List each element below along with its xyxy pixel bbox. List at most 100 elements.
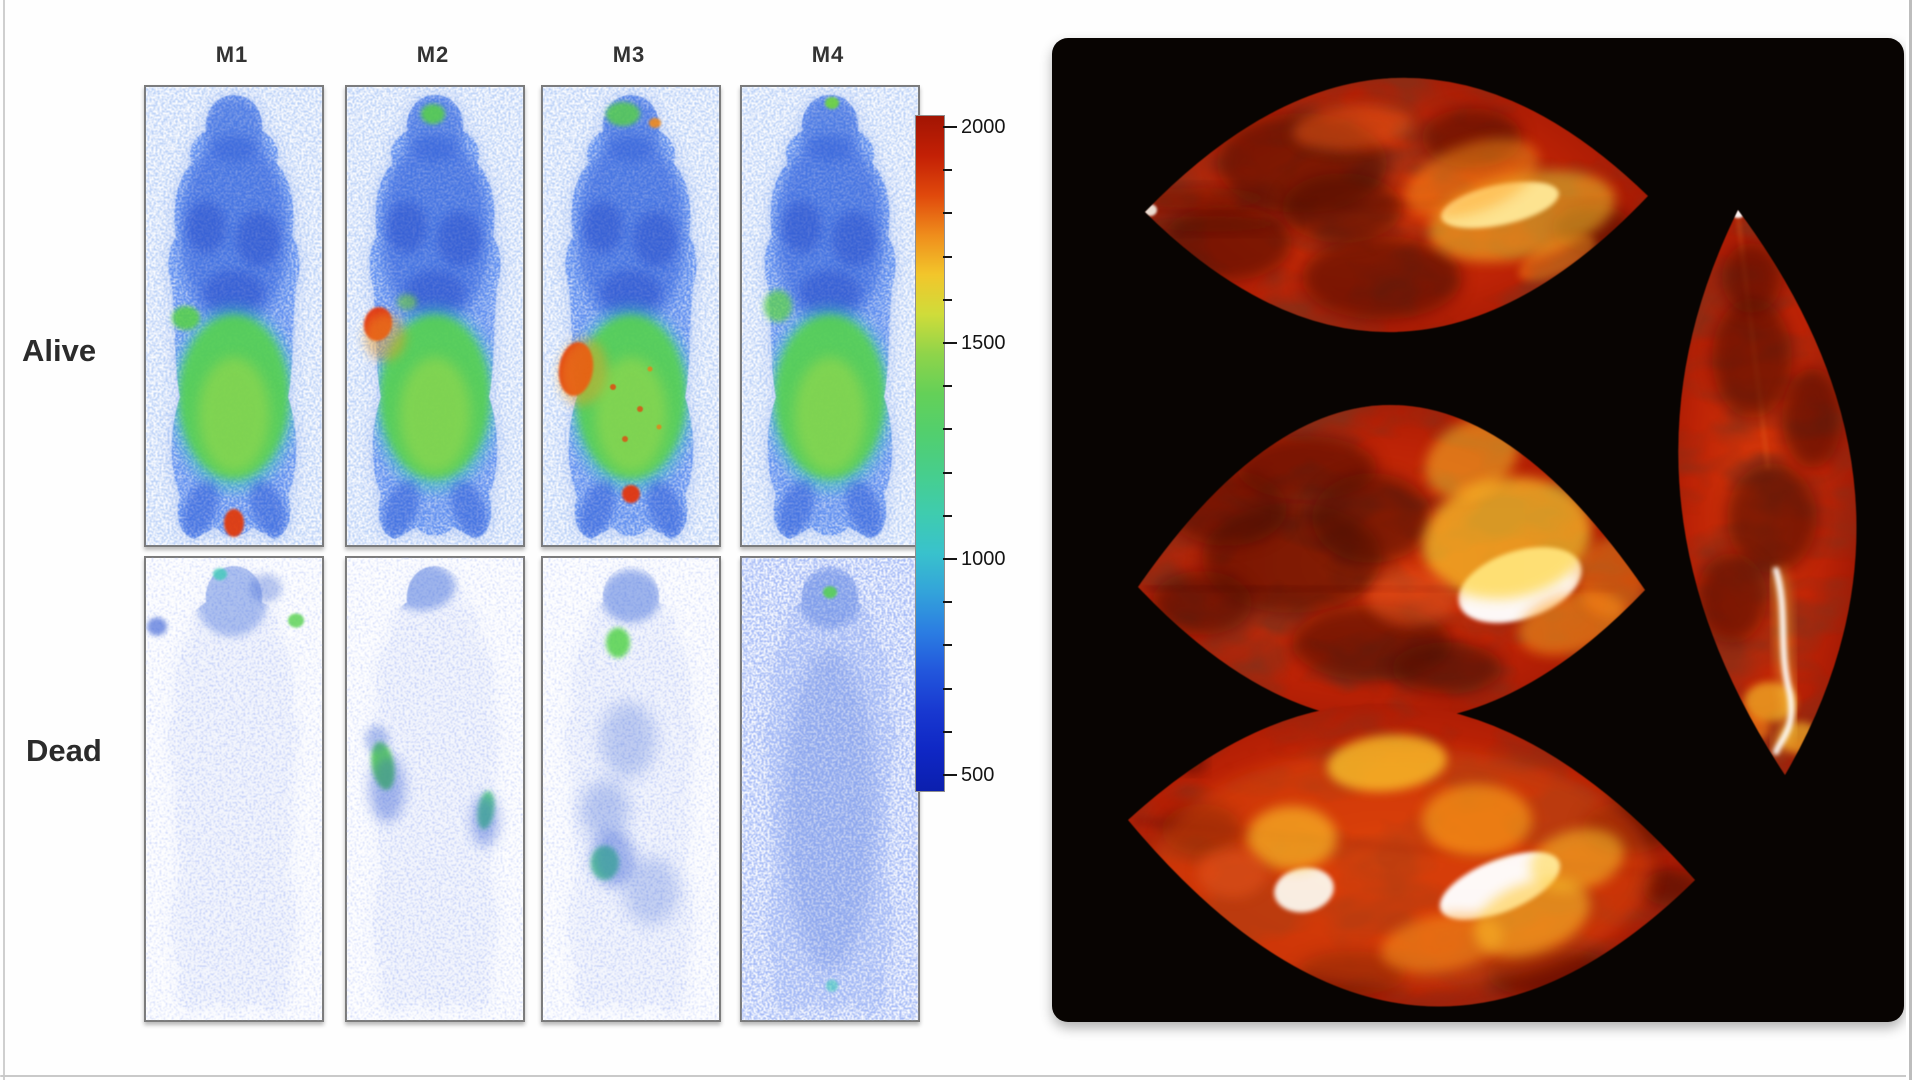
- signal-hotspot: [601, 570, 661, 623]
- signal-hotspot: [196, 566, 268, 637]
- signal-hotspot: [181, 480, 219, 538]
- thermal-hotspot: [1274, 867, 1334, 913]
- thermal-hotspot: [1145, 204, 1157, 216]
- mouse-image-m1-alive: [144, 85, 324, 547]
- thermal-hotspot: [1731, 210, 1745, 218]
- signal-hotspot: [800, 270, 860, 314]
- signal-hotspot: [646, 480, 684, 538]
- signal-hotspot: [397, 294, 417, 310]
- thermal-hotspot: [1367, 570, 1457, 626]
- signal-hotspot: [365, 725, 389, 754]
- signal-hotspot: [381, 134, 489, 330]
- colorbar: 2000 1500 1000 500: [915, 115, 1045, 805]
- column-header-m2: M2: [416, 42, 450, 67]
- signal-hotspot: [288, 613, 304, 628]
- mouse-scan: [543, 558, 719, 1020]
- signal-hotspot: [610, 384, 616, 390]
- colorbar-tick: [943, 428, 952, 431]
- leaf-vein-highlight: [1773, 567, 1795, 755]
- thermal-hotspot: [1425, 418, 1519, 498]
- signal-hotspot: [180, 134, 288, 330]
- signal-hotspot: [825, 97, 839, 109]
- signal-hotspot: [764, 290, 792, 322]
- row-label-alive: Alive: [22, 333, 97, 368]
- thermal-hotspot: [1292, 105, 1412, 151]
- page-right-edge: [1906, 0, 1920, 1080]
- colorbar-tick: [943, 687, 952, 690]
- signal-hotspot: [558, 338, 608, 406]
- signal-hotspot: [637, 406, 643, 412]
- signal-hotspot: [249, 480, 287, 538]
- page-left-edge: [3, 0, 5, 1080]
- signal-hotspot: [777, 480, 815, 538]
- mouse-scan: [146, 87, 322, 545]
- signal-hotspot: [832, 211, 876, 267]
- thermal-hotspot: [1474, 879, 1590, 957]
- thermal-hotspot: [1518, 235, 1596, 281]
- colorbar-tick: [943, 298, 952, 301]
- signal-hotspot: [471, 794, 499, 847]
- signal-hotspot: [369, 753, 405, 823]
- colorbar-label: 1500: [961, 332, 1006, 354]
- signal-hotspot: [622, 485, 640, 503]
- mouse-scan: [347, 558, 523, 1020]
- signal-hotspot: [399, 357, 471, 473]
- signal-hotspot: [823, 586, 837, 599]
- mouse-image-m4-alive: [740, 85, 920, 547]
- signal-hotspot: [776, 134, 884, 330]
- signal-hotspot: [600, 701, 656, 778]
- thermal-hotspot: [1327, 734, 1447, 792]
- colorbar-tick: [943, 126, 957, 128]
- thermal-hotspot: [1197, 848, 1267, 898]
- signal-hotspot: [798, 568, 862, 629]
- page-right-edge-line: [1909, 0, 1912, 1080]
- signal-hotspot: [782, 201, 822, 253]
- signal-hotspot: [649, 118, 661, 128]
- signal-hotspot: [387, 201, 427, 253]
- colorbar-tick: [943, 255, 952, 258]
- mouse-body-texture: [168, 566, 300, 1014]
- signal-hotspot: [213, 568, 227, 581]
- signal-hotspot: [186, 201, 226, 253]
- column-header-m4: M4: [811, 42, 845, 67]
- signal-hotspot: [198, 357, 270, 473]
- thermal-hotspot: [1734, 714, 1770, 742]
- mouse-imaging-panel: M1 M2 M3 M4 Alive Dead 2000 1500 1000 500: [22, 42, 1045, 1022]
- row-label-dead: Dead: [26, 733, 102, 768]
- signal-hotspot: [577, 134, 685, 330]
- leaf-imaging-panel: [1052, 38, 1904, 1022]
- column-header-m1: M1: [215, 42, 249, 67]
- signal-hotspot: [784, 648, 876, 972]
- signal-hotspot: [633, 211, 677, 267]
- leaf-thermal-image: [1128, 77, 1857, 1007]
- signal-hotspot: [794, 357, 866, 473]
- mouse-image-m3-dead: [541, 556, 721, 1022]
- mouse-image-m2-dead: [345, 556, 525, 1022]
- signal-hotspot: [204, 270, 264, 314]
- signal-hotspot: [622, 436, 628, 442]
- thermal-hotspot: [1380, 913, 1504, 973]
- mouse-image-m1-dead: [144, 556, 324, 1022]
- signal-hotspot: [364, 313, 406, 361]
- signal-hotspot: [656, 424, 662, 430]
- signal-hotspot: [647, 366, 653, 372]
- mouse-image-m3-alive: [541, 85, 721, 547]
- colorbar-label: 500: [961, 764, 995, 786]
- thermal-hotspot: [1422, 477, 1592, 599]
- colorbar-tick: [943, 730, 952, 733]
- colorbar-tick: [943, 514, 952, 517]
- signal-hotspot: [606, 627, 630, 658]
- thermal-hotspot: [1529, 828, 1625, 892]
- signal-hotspot: [601, 270, 661, 314]
- mouse-image-m2-alive: [345, 85, 525, 547]
- signal-hotspot: [450, 480, 488, 538]
- colorbar-tick: [943, 644, 952, 647]
- colorbar-label: 1000: [961, 548, 1006, 570]
- mouse-scan: [742, 87, 918, 545]
- mouse-scan: [347, 87, 523, 545]
- signal-hotspot: [382, 480, 420, 538]
- mouse-scan: [742, 558, 918, 1020]
- colorbar-tick: [943, 385, 952, 388]
- thermal-hotspot: [1405, 138, 1539, 218]
